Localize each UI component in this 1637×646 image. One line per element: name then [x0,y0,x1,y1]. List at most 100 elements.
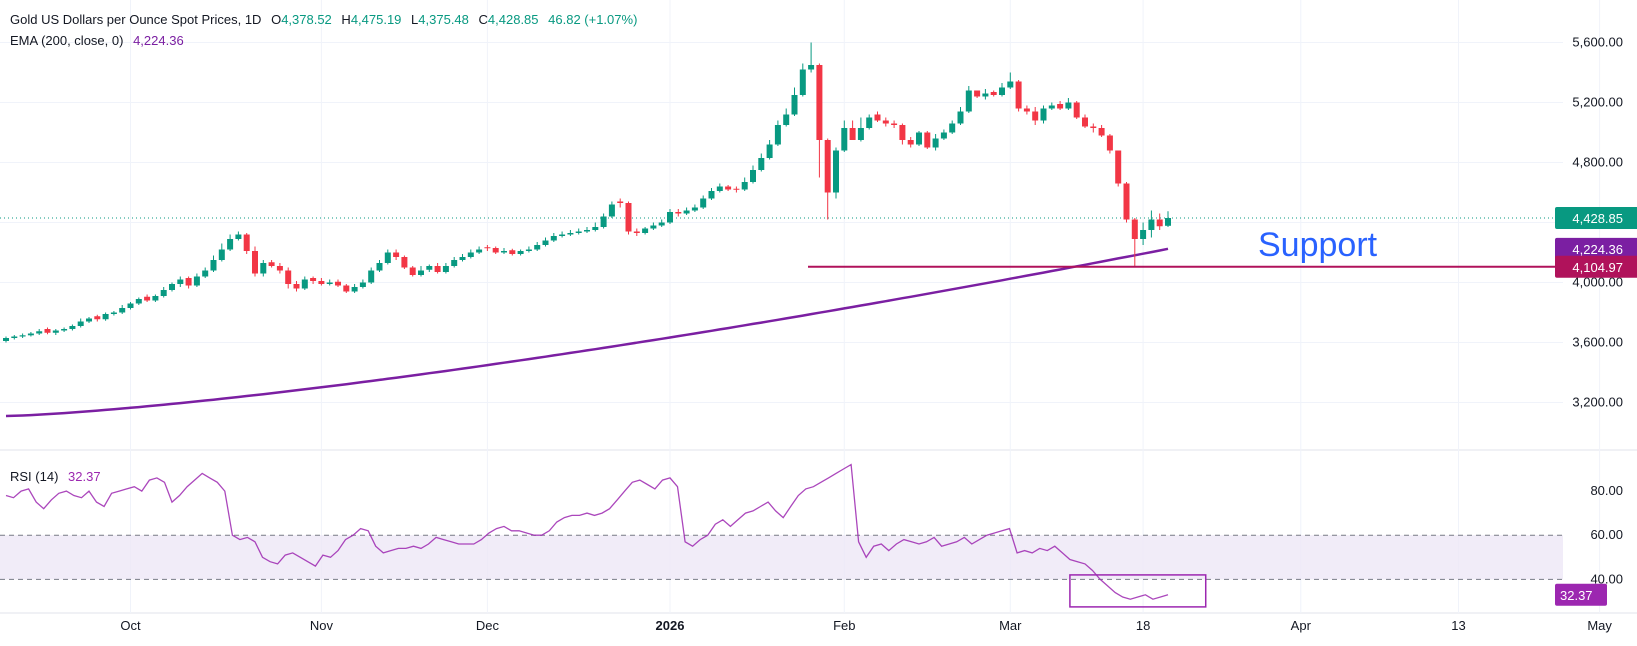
candle-body [1148,219,1155,230]
candle-body [368,270,375,283]
candle-body [110,312,117,314]
candle-body [1065,102,1072,109]
candle-body [1073,102,1080,118]
price-labels: 4,428.85 4,224.36 4,104.97 32.37 [1555,207,1637,606]
candle-body [69,326,76,329]
candle-body [467,252,474,257]
candle-body [52,330,59,333]
candle-body [675,212,682,214]
support-price-label: 4,104.97 [1572,260,1623,275]
candle-body [418,270,424,275]
time-axis[interactable]: Oct Nov Dec 2026 Feb Mar 18 Apr 13 May [120,618,1612,633]
candle-body [691,207,698,211]
candle-body [1165,218,1171,226]
legend-main: Gold US Dollars per Ounce Spot Prices, 1… [10,11,637,28]
candle-body [974,90,981,97]
legend-close-label: C [478,12,488,27]
candle-body [990,92,997,95]
candle-body [127,303,134,308]
support-annotation[interactable]: Support [1258,226,1378,264]
candle-body [833,150,839,193]
candle-body [1098,128,1105,136]
candle-body [293,284,300,289]
candle-body [625,203,632,232]
rsi-band-fill [0,535,1563,580]
time-tick-label: May [1587,618,1612,633]
time-tick-label: 13 [1451,618,1465,633]
price-tick-label: 3,200.00 [1572,395,1623,410]
candle-body [202,270,209,277]
candle-body [102,314,109,320]
candle-body [658,222,665,226]
candle-body [1040,108,1047,121]
candle-body [218,249,225,260]
candle-body [592,227,599,230]
legend-rsi[interactable]: RSI (14) 32.37 [10,468,101,485]
candle-body [36,331,43,334]
rsi-last-label-bg [1555,583,1607,606]
last-price-label-bg [1555,207,1637,229]
candle-body [758,158,765,170]
price-axis[interactable]: 3,200.003,600.004,000.004,400.004,800.00… [1572,35,1623,587]
legend-change: 46.82 (+1.07%) [548,12,638,27]
candle-body [227,239,234,250]
candle-body [252,251,258,274]
candle-body [1106,135,1113,151]
candle-body [384,252,391,263]
candle-body [210,260,217,271]
candle-body [667,212,673,223]
candle-body [799,69,806,95]
candle-body [1057,104,1064,109]
legend-open-value: 4,378.52 [281,12,332,27]
candle-body [716,186,723,191]
candle-body [61,329,68,331]
candle-body [451,260,458,266]
candle-body [517,251,524,254]
last-price-label: 4,428.85 [1572,211,1623,226]
candle-body [725,186,732,190]
legend-ema[interactable]: EMA (200, close, 0) 4,224.36 [10,32,184,49]
candle-body [575,231,582,233]
candle-body [94,316,101,320]
price-tick-label: 5,600.00 [1572,35,1623,50]
candle-body [1015,81,1022,109]
candle-body [849,128,856,140]
price-tick-label: 3,600.00 [1572,335,1623,350]
ema-line [5,247,1169,418]
candle-body [160,290,167,296]
legend-low-value: 4,375.48 [418,12,469,27]
candle-body [193,276,200,286]
candle-body [924,132,931,148]
rsi-tick-label: 60.00 [1590,527,1623,542]
grid-lines [0,0,1637,614]
candle-body [185,278,192,286]
candle-body [401,257,408,268]
candle-body [44,329,51,333]
candle-body [899,125,906,140]
candle-body [484,247,491,249]
candle-body [235,234,242,239]
candle-body [791,95,798,115]
candle-body [135,299,142,304]
candle-body [1048,105,1055,109]
legend-high-value: 4,475.19 [350,12,402,27]
legend-title: Gold US Dollars per Ounce Spot Prices, 1… [10,12,262,27]
rsi-path [5,463,1169,600]
candle-body [276,266,283,271]
legend-high-label: H [341,12,351,27]
price-tick-label: 4,000.00 [1572,275,1623,290]
candle-body [351,287,358,292]
candle-body [1007,81,1014,88]
candle-body [1082,117,1088,127]
candle-body [476,249,483,253]
candle-body [857,128,864,140]
time-tick-label: 18 [1136,618,1150,633]
candle-body [177,279,184,284]
candle-body [459,257,466,260]
candle-body [841,128,848,151]
candle-body [874,114,881,121]
candle-body [27,333,34,336]
candle-body [343,285,350,292]
